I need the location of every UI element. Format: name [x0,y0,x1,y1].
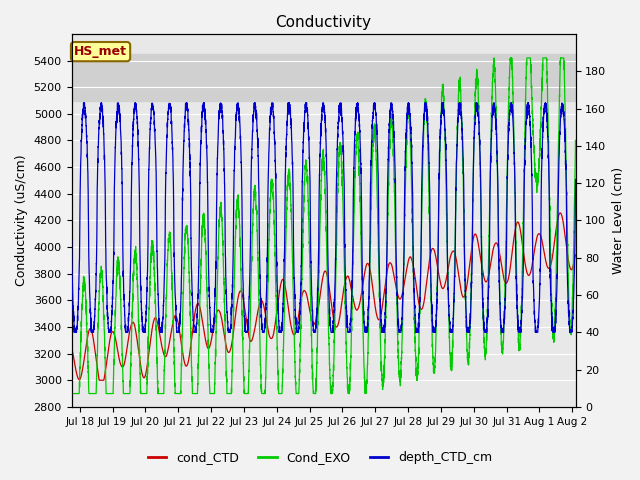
Bar [72,54,575,100]
Y-axis label: Conductivity (uS/cm): Conductivity (uS/cm) [15,155,28,286]
Legend: cond_CTD, Cond_EXO, depth_CTD_cm: cond_CTD, Cond_EXO, depth_CTD_cm [143,446,497,469]
Title: Conductivity: Conductivity [276,15,372,30]
Y-axis label: Water Level (cm): Water Level (cm) [612,167,625,274]
Text: HS_met: HS_met [74,45,127,58]
